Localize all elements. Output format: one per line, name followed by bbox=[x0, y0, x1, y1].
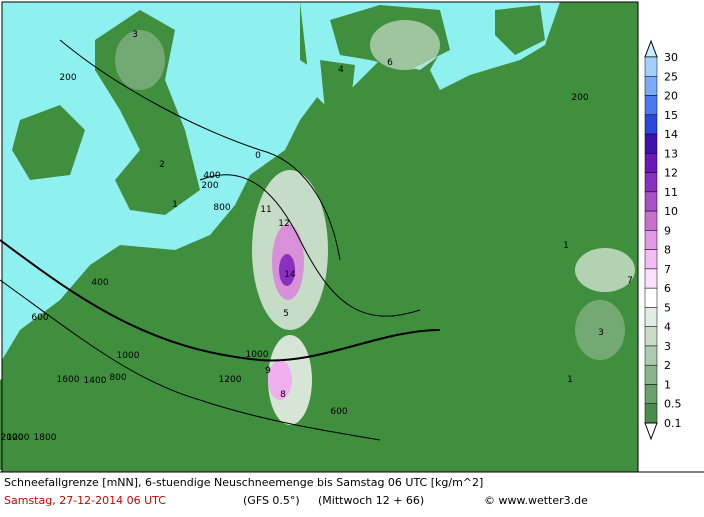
colorbar-band bbox=[644, 95, 658, 116]
snow-area bbox=[370, 20, 440, 70]
contour-line bbox=[59, 39, 341, 261]
colorbar-label: 10 bbox=[664, 205, 678, 218]
map-label: 14 bbox=[284, 270, 296, 280]
colorbar-band bbox=[644, 133, 658, 154]
colorbar-band bbox=[644, 172, 658, 193]
colorbar-label: 5 bbox=[664, 301, 671, 314]
land-ireland bbox=[12, 105, 85, 180]
colorbar-label: 25 bbox=[664, 70, 678, 83]
map-label: 2 bbox=[159, 160, 165, 170]
colorbar-band bbox=[644, 210, 658, 231]
map-label: 1000 bbox=[117, 351, 140, 361]
caption-model: (GFS 0.5°) bbox=[243, 494, 300, 507]
map-label: 1 bbox=[567, 375, 573, 385]
snow-area bbox=[575, 300, 625, 360]
colorbar-label: 9 bbox=[664, 224, 671, 237]
colorbar-band bbox=[644, 403, 658, 424]
map-label: 400 bbox=[91, 278, 108, 288]
snow-heavy bbox=[268, 360, 292, 400]
map-label: 2000 bbox=[1, 433, 24, 443]
caption-title: Schneefallgrenze [mNN], 6-stuendige Neus… bbox=[4, 476, 483, 489]
map-label: 3 bbox=[132, 30, 138, 40]
colorbar: 30 25 20 15 14 13 12 11 10 9 8 7 6 5 4 3 2 1 0.5 0.1 bbox=[644, 39, 682, 441]
colorbar-label: 0.1 bbox=[664, 417, 682, 430]
colorbar-band bbox=[644, 345, 658, 366]
map-label: 1400 bbox=[84, 376, 107, 386]
land-denmark bbox=[320, 60, 355, 110]
map-label: 3 bbox=[598, 328, 604, 338]
land-island bbox=[495, 5, 545, 55]
colorbar-band bbox=[644, 76, 658, 96]
colorbar-label: 8 bbox=[664, 244, 671, 257]
map-label: 1200 bbox=[7, 433, 30, 443]
colorbar-label: 2 bbox=[664, 359, 671, 372]
map-label: 1000 bbox=[246, 350, 269, 360]
map-label: 600 bbox=[330, 407, 347, 417]
map-label: 1 bbox=[563, 241, 569, 251]
map-label: 8 bbox=[280, 390, 286, 400]
snow-peak bbox=[279, 254, 295, 286]
colorbar-label: 20 bbox=[664, 90, 678, 103]
colorbar-band bbox=[644, 114, 658, 135]
caption-site: © www.wetter3.de bbox=[484, 494, 588, 507]
map-label: 1200 bbox=[219, 375, 242, 385]
colorbar-band bbox=[644, 249, 658, 270]
map-label: 4 bbox=[338, 65, 344, 75]
colorbar-band bbox=[644, 191, 658, 212]
colorbar-label: 11 bbox=[664, 186, 678, 199]
map-label: 800 bbox=[109, 373, 126, 383]
map-label: 800 bbox=[213, 203, 230, 213]
caption-date: Samstag, 27-12-2014 06 UTC bbox=[4, 494, 166, 507]
map-labels: 2004006008001000120014001600180020000200… bbox=[1, 30, 633, 443]
map-label: 5 bbox=[283, 309, 289, 319]
caption-run: (Mittwoch 12 + 66) bbox=[318, 494, 424, 507]
map-label: 9 bbox=[265, 366, 271, 376]
colorbar-band bbox=[644, 268, 658, 289]
colorbar-label: 3 bbox=[664, 340, 671, 353]
colorbar-label: 12 bbox=[664, 167, 678, 180]
colorbar-band bbox=[644, 230, 658, 250]
map bbox=[0, 1, 639, 473]
colorbar-band bbox=[644, 364, 658, 385]
map-label: 11 bbox=[260, 205, 271, 215]
colorbar-label: 7 bbox=[664, 263, 671, 276]
colorbar-label: 30 bbox=[664, 51, 678, 64]
land-iberia bbox=[0, 360, 80, 470]
contour-line bbox=[0, 239, 441, 362]
map-label: 6 bbox=[387, 58, 393, 68]
snow-area bbox=[575, 248, 635, 292]
contour-line bbox=[199, 174, 421, 317]
colorbar-label: 0.5 bbox=[664, 398, 682, 411]
contour-line bbox=[0, 279, 381, 441]
colorbar-label: 6 bbox=[664, 282, 671, 295]
map-label: 1 bbox=[172, 200, 178, 210]
colorbar-label: 1 bbox=[664, 378, 671, 391]
map-label: 200 bbox=[59, 73, 76, 83]
snow-area bbox=[115, 30, 165, 90]
colorbar-label: 13 bbox=[664, 147, 678, 160]
map-label: 7 bbox=[627, 276, 633, 286]
colorbar-label: 14 bbox=[664, 128, 678, 141]
colorbar-band bbox=[644, 287, 658, 308]
colorbar-label: 15 bbox=[664, 109, 678, 122]
map-label: 200 bbox=[571, 93, 588, 103]
map-label: 600 bbox=[31, 313, 48, 323]
colorbar-band bbox=[644, 384, 658, 404]
colorbar-band bbox=[644, 153, 658, 173]
map-label: 0 bbox=[255, 151, 261, 161]
colorbar-tip bbox=[644, 422, 658, 441]
colorbar-band bbox=[644, 307, 658, 327]
map-label: 200 bbox=[201, 181, 218, 191]
map-label: 12 bbox=[278, 219, 289, 229]
colorbar-label: 4 bbox=[664, 321, 671, 334]
map-label: 1800 bbox=[34, 433, 57, 443]
map-label: 400 bbox=[203, 171, 220, 181]
colorbar-band bbox=[644, 326, 658, 347]
colorbar-band bbox=[644, 56, 658, 77]
map-label: 1600 bbox=[57, 375, 80, 385]
